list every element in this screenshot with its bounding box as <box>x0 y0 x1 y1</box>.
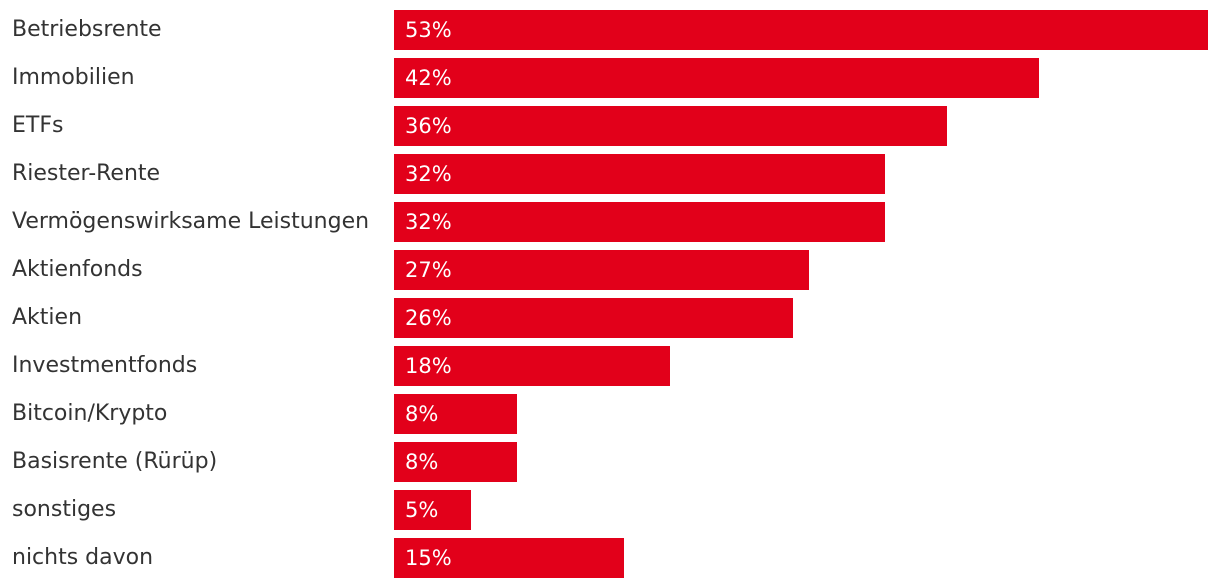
value-label: 27% <box>405 258 452 282</box>
category-label: Aktienfonds <box>12 257 143 282</box>
chart-row: Bitcoin/Krypto 8% <box>0 394 1220 434</box>
category-label: Riester-Rente <box>12 161 161 186</box>
value-label: 8% <box>405 450 439 474</box>
value-label: 15% <box>405 546 452 570</box>
chart-row: nichts davon 15% <box>0 538 1220 578</box>
bar <box>394 394 517 434</box>
chart-row: Riester-Rente 32% <box>0 154 1220 194</box>
chart-row: Immobilien 42% <box>0 58 1220 98</box>
category-label: Basisrente (Rürüp) <box>12 449 218 474</box>
bar <box>394 442 517 482</box>
value-label: 32% <box>405 210 452 234</box>
value-label: 5% <box>405 498 439 522</box>
category-label: Betriebsrente <box>12 17 162 42</box>
value-label: 32% <box>405 162 452 186</box>
bar <box>394 154 885 194</box>
category-label: Aktien <box>12 305 83 330</box>
value-label: 42% <box>405 66 452 90</box>
value-label: 36% <box>405 114 452 138</box>
chart-row: Betriebsrente 53% <box>0 10 1220 50</box>
value-label: 8% <box>405 402 439 426</box>
category-label: ETFs <box>12 113 64 138</box>
bar <box>394 58 1039 98</box>
category-label: sonstiges <box>12 497 117 522</box>
bar <box>394 538 624 578</box>
bar <box>394 250 809 290</box>
chart-row: ETFs 36% <box>0 106 1220 146</box>
category-label: nichts davon <box>12 545 154 570</box>
chart-row: Investmentfonds 18% <box>0 346 1220 386</box>
category-label: Bitcoin/Krypto <box>12 401 168 426</box>
category-label: Immobilien <box>12 65 135 90</box>
chart-row: sonstiges 5% <box>0 490 1220 530</box>
bar <box>394 490 471 530</box>
chart-row: Aktienfonds 27% <box>0 250 1220 290</box>
chart-row: Aktien 26% <box>0 298 1220 338</box>
bar <box>394 10 1208 50</box>
bar <box>394 202 885 242</box>
bar <box>394 346 670 386</box>
value-label: 26% <box>405 306 452 330</box>
chart-row: Basisrente (Rürüp) 8% <box>0 442 1220 482</box>
value-label: 18% <box>405 354 452 378</box>
bar <box>394 106 947 146</box>
category-label: Vermögenswirksame Leistungen <box>12 209 370 234</box>
value-label: 53% <box>405 18 452 42</box>
chart-row: Vermögenswirksame Leistungen 32% <box>0 202 1220 242</box>
bar <box>394 298 793 338</box>
category-label: Investmentfonds <box>12 353 198 378</box>
